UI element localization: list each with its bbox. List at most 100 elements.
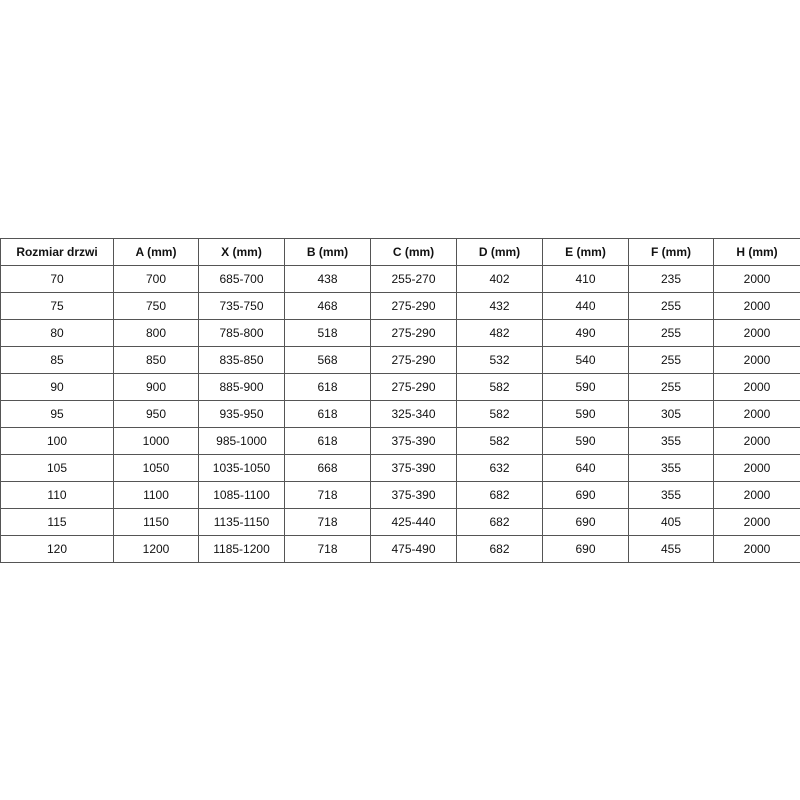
table-cell: 275-290 <box>370 292 457 320</box>
table-cell: 618 <box>284 373 371 401</box>
table-cell: 835-850 <box>198 346 285 374</box>
header-cell: A (mm) <box>113 238 199 266</box>
table-cell: 482 <box>456 319 543 347</box>
table-cell: 255-270 <box>370 265 457 293</box>
table-cell: 275-290 <box>370 346 457 374</box>
table-cell: 275-290 <box>370 373 457 401</box>
table-cell: 90 <box>0 373 114 401</box>
table-cell: 2000 <box>713 400 800 428</box>
table-cell: 735-750 <box>198 292 285 320</box>
table-cell: 2000 <box>713 346 800 374</box>
table-cell: 682 <box>456 481 543 509</box>
table-cell: 475-490 <box>370 535 457 563</box>
table-cell: 2000 <box>713 319 800 347</box>
table-cell: 590 <box>542 373 629 401</box>
table-cell: 95 <box>0 400 114 428</box>
table-cell: 582 <box>456 400 543 428</box>
table-cell: 785-800 <box>198 319 285 347</box>
table-cell: 618 <box>284 427 371 455</box>
table-body: 70 700 685-700 438 255-270 402 410 235 2000 75 750… <box>0 265 800 563</box>
table-cell: 800 <box>113 319 199 347</box>
table-cell: 255 <box>628 373 714 401</box>
table-cell: 375-390 <box>370 481 457 509</box>
table-cell: 668 <box>284 454 371 482</box>
table-row: 75 750 735-750 468 275-290 432 440 255 2000 <box>0 292 800 320</box>
table-cell: 255 <box>628 346 714 374</box>
table-cell: 532 <box>456 346 543 374</box>
header-row: Rozmiar drzwi A (mm) X (mm) B (mm) C (mm) D (… <box>0 238 800 266</box>
table-cell: 568 <box>284 346 371 374</box>
table-cell: 985-1000 <box>198 427 285 455</box>
table-row: 100 1000 985-1000 618 375-390 582 590 355 2000 <box>0 427 800 455</box>
table-cell: 305 <box>628 400 714 428</box>
table-cell: 105 <box>0 454 114 482</box>
table-cell: 2000 <box>713 373 800 401</box>
header-cell: Rozmiar drzwi <box>0 238 114 266</box>
table-cell: 2000 <box>713 265 800 293</box>
table-cell: 1000 <box>113 427 199 455</box>
table-cell: 590 <box>542 400 629 428</box>
table-cell: 900 <box>113 373 199 401</box>
table-cell: 2000 <box>713 508 800 536</box>
table-cell: 2000 <box>713 481 800 509</box>
table-cell: 1150 <box>113 508 199 536</box>
table-cell: 518 <box>284 319 371 347</box>
header-cell: F (mm) <box>628 238 714 266</box>
table-cell: 2000 <box>713 535 800 563</box>
table-cell: 70 <box>0 265 114 293</box>
table-cell: 700 <box>113 265 199 293</box>
header-cell: C (mm) <box>370 238 457 266</box>
table-cell: 1200 <box>113 535 199 563</box>
table-cell: 950 <box>113 400 199 428</box>
table-cell: 85 <box>0 346 114 374</box>
table-row: 105 1050 1035-1050 668 375-390 632 640 355 2000 <box>0 454 800 482</box>
table-cell: 355 <box>628 454 714 482</box>
table-cell: 718 <box>284 508 371 536</box>
table-cell: 1100 <box>113 481 199 509</box>
table-cell: 355 <box>628 481 714 509</box>
table-cell: 375-390 <box>370 454 457 482</box>
table-cell: 1035-1050 <box>198 454 285 482</box>
table-cell: 375-390 <box>370 427 457 455</box>
table-cell: 425-440 <box>370 508 457 536</box>
table-cell: 690 <box>542 508 629 536</box>
table-cell: 235 <box>628 265 714 293</box>
table-cell: 682 <box>456 508 543 536</box>
table-cell: 80 <box>0 319 114 347</box>
table-cell: 850 <box>113 346 199 374</box>
table-cell: 718 <box>284 481 371 509</box>
table-cell: 438 <box>284 265 371 293</box>
table-cell: 355 <box>628 427 714 455</box>
table-cell: 432 <box>456 292 543 320</box>
table-cell: 1185-1200 <box>198 535 285 563</box>
table-cell: 75 <box>0 292 114 320</box>
header-cell: B (mm) <box>284 238 371 266</box>
table-cell: 402 <box>456 265 543 293</box>
table-row: 115 1150 1135-1150 718 425-440 682 690 405 2000 <box>0 508 800 536</box>
table-cell: 582 <box>456 427 543 455</box>
table-row: 80 800 785-800 518 275-290 482 490 255 2000 <box>0 319 800 347</box>
table-row: 85 850 835-850 568 275-290 532 540 255 2000 <box>0 346 800 374</box>
table-cell: 618 <box>284 400 371 428</box>
table-row: 70 700 685-700 438 255-270 402 410 235 2000 <box>0 265 800 293</box>
table-cell: 935-950 <box>198 400 285 428</box>
table-cell: 682 <box>456 535 543 563</box>
table-cell: 275-290 <box>370 319 457 347</box>
table-cell: 590 <box>542 427 629 455</box>
header-cell: D (mm) <box>456 238 543 266</box>
table-cell: 582 <box>456 373 543 401</box>
table-cell: 2000 <box>713 292 800 320</box>
table-cell: 110 <box>0 481 114 509</box>
table-cell: 690 <box>542 481 629 509</box>
table-cell: 325-340 <box>370 400 457 428</box>
table-cell: 100 <box>0 427 114 455</box>
dimension-table: Rozmiar drzwi A (mm) X (mm) B (mm) C (mm) D (… <box>0 238 800 563</box>
table-cell: 115 <box>0 508 114 536</box>
table-cell: 640 <box>542 454 629 482</box>
header-cell: E (mm) <box>542 238 629 266</box>
table-row: 120 1200 1185-1200 718 475-490 682 690 455 2000 <box>0 535 800 563</box>
table-cell: 540 <box>542 346 629 374</box>
table-cell: 120 <box>0 535 114 563</box>
table-cell: 750 <box>113 292 199 320</box>
